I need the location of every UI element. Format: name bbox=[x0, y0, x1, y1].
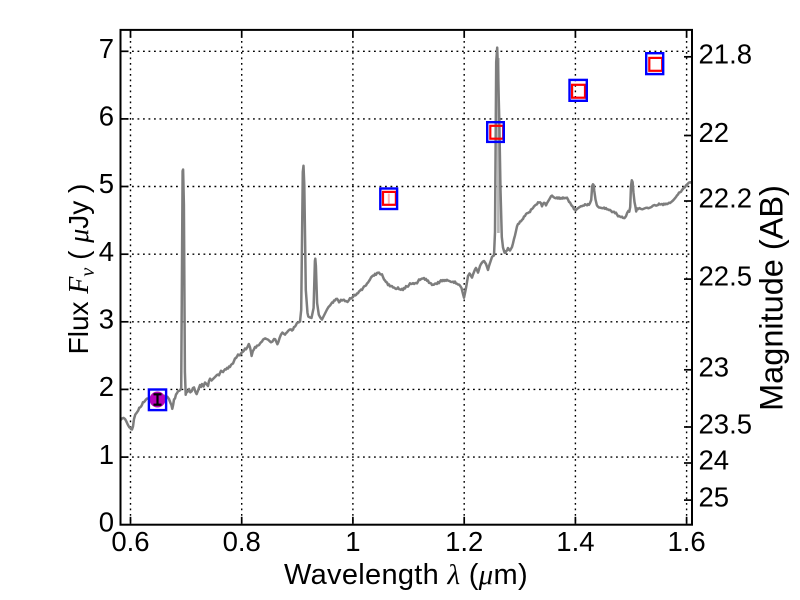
svg-text:3: 3 bbox=[99, 304, 114, 335]
svg-text:1: 1 bbox=[345, 526, 360, 557]
svg-text:6: 6 bbox=[99, 101, 114, 132]
svg-text:1.6: 1.6 bbox=[667, 526, 705, 557]
svg-text:7: 7 bbox=[99, 33, 114, 64]
svg-text:1.2: 1.2 bbox=[445, 526, 483, 557]
svg-text:23: 23 bbox=[699, 351, 730, 382]
svg-text:22.5: 22.5 bbox=[699, 261, 753, 292]
svg-text:2: 2 bbox=[99, 371, 114, 402]
svg-text:22.2: 22.2 bbox=[699, 183, 753, 214]
svg-text:1.4: 1.4 bbox=[556, 526, 594, 557]
svg-text:0.8: 0.8 bbox=[223, 526, 261, 557]
svg-text:Wavelength λ (μm): Wavelength λ (μm) bbox=[284, 559, 528, 591]
svg-text:23.5: 23.5 bbox=[699, 409, 753, 440]
svg-text:0: 0 bbox=[99, 506, 114, 537]
svg-text:1: 1 bbox=[99, 439, 114, 470]
svg-text:0.6: 0.6 bbox=[111, 526, 149, 557]
svg-text:24: 24 bbox=[699, 445, 730, 476]
svg-text:21.8: 21.8 bbox=[699, 38, 753, 69]
svg-text:5: 5 bbox=[99, 168, 114, 199]
svg-text:25: 25 bbox=[699, 482, 730, 513]
svg-text:4: 4 bbox=[99, 236, 114, 267]
svg-text:22: 22 bbox=[699, 117, 730, 148]
svg-text:Magnitude (AB): Magnitude (AB) bbox=[754, 185, 790, 411]
